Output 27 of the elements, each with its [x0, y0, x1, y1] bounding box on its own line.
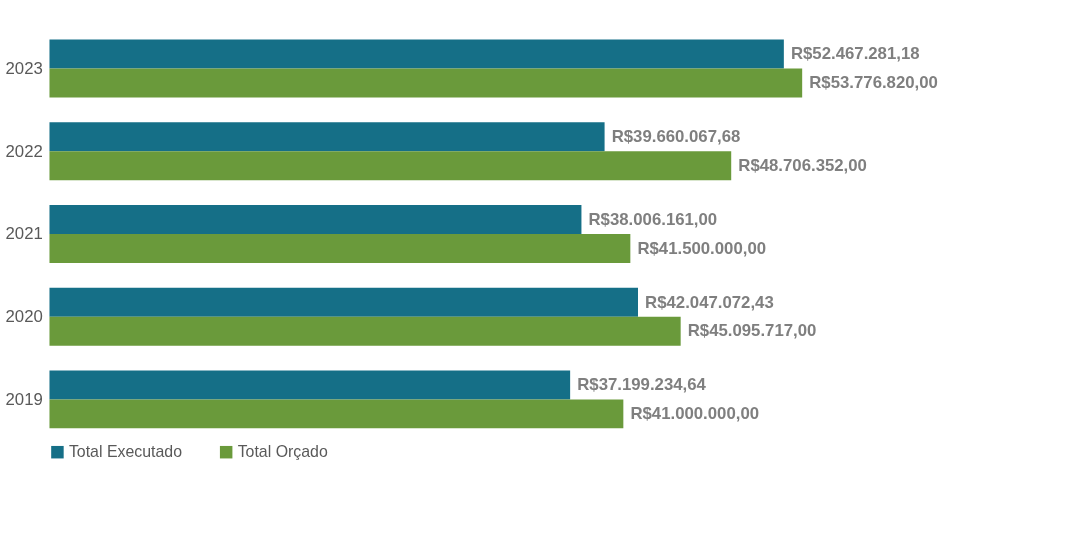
bar: [49, 151, 732, 181]
y-tick-label: 2020: [5, 306, 43, 326]
bar: [49, 39, 784, 69]
data-label: R$41.000.000,00: [630, 404, 760, 424]
data-label: R$53.776.820,00: [809, 73, 938, 93]
y-tick-label: 2021: [5, 224, 43, 244]
bar: [49, 399, 624, 429]
data-label: R$52.467.281,18: [790, 44, 920, 64]
bar: [49, 233, 631, 263]
bar: [49, 316, 681, 346]
bar: [49, 122, 605, 152]
bar: [49, 370, 571, 400]
data-label: R$42.047.072,43: [645, 292, 774, 312]
data-label: R$41.500.000,00: [637, 238, 767, 258]
y-tick-label: 2023: [5, 58, 43, 78]
data-label: R$45.095.717,00: [687, 321, 817, 341]
data-label: R$39.660.067,68: [611, 127, 741, 147]
data-label: R$37.199.234,64: [577, 375, 707, 395]
y-tick-label: 2022: [5, 141, 43, 161]
bar: [49, 205, 582, 234]
bar: [49, 68, 803, 98]
data-label: R$48.706.352,00: [738, 156, 867, 176]
y-tick-label: 2019: [5, 389, 43, 409]
data-label: R$38.006.161,00: [588, 209, 718, 229]
legend-label: Total Orçado: [237, 442, 328, 460]
legend-label: Total Executado: [68, 442, 183, 460]
bar: [49, 287, 638, 317]
